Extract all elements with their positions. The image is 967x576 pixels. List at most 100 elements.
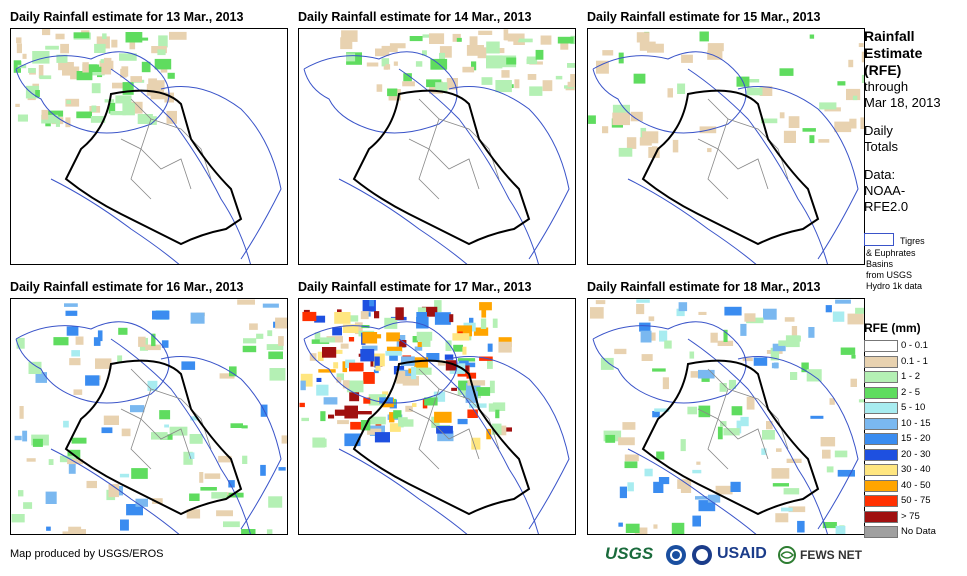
- rainfall-patch: [421, 306, 438, 317]
- rainfall-patch: [190, 312, 205, 324]
- rainfall-patch: [822, 522, 837, 529]
- province-boundary: [130, 368, 192, 460]
- rainfall-patch: [788, 506, 806, 513]
- rainfall-patch: [137, 37, 149, 41]
- rainfall-patch: [742, 357, 753, 362]
- rainfall-patch: [65, 310, 78, 316]
- rainfall-patch: [200, 487, 217, 491]
- rainfall-patch: [65, 98, 80, 107]
- rainfall-patch: [707, 494, 721, 503]
- rainfall-patch: [416, 317, 429, 329]
- rainfall-patch: [229, 366, 237, 377]
- rainfall-patch: [488, 403, 496, 412]
- rainfall-patch: [135, 498, 148, 507]
- province-boundary: [120, 138, 152, 200]
- legend-swatch: [864, 417, 898, 430]
- panel-title: Daily Rainfall estimate for 15 Mar., 201…: [587, 10, 821, 24]
- rainfall-patch: [414, 357, 429, 369]
- rainfall-patch: [386, 332, 400, 342]
- province-boundary: [408, 408, 440, 470]
- rainfall-patch: [779, 112, 785, 119]
- rainfall-patch: [861, 74, 864, 83]
- rainfall-patch: [385, 64, 391, 70]
- rainfall-patch: [456, 325, 472, 337]
- legend-label: 1 - 2: [901, 371, 921, 382]
- rainfall-patch: [83, 64, 100, 75]
- map-graphic: [11, 299, 287, 534]
- rainfall-patch: [256, 333, 264, 339]
- legend-swatch: [864, 433, 898, 445]
- legend-swatch: [864, 340, 898, 352]
- fews-globe-icon: [778, 546, 796, 564]
- rainfall-patch: [506, 57, 517, 65]
- rainfall-patch: [419, 335, 431, 347]
- rainfall-patch: [323, 397, 338, 405]
- rainfall-patch: [692, 515, 701, 527]
- rainfall-patch: [69, 358, 81, 366]
- rainfall-patch: [186, 509, 201, 519]
- rainfall-patch: [241, 425, 248, 429]
- rainfall-patch: [189, 493, 200, 501]
- rainfall-patch: [73, 32, 90, 39]
- rainfall-patch: [457, 358, 476, 362]
- basin-outline: [448, 356, 570, 530]
- rainfall-patch: [860, 117, 864, 129]
- rainfall-patch: [492, 318, 498, 328]
- rainfall-patch: [152, 498, 163, 504]
- rainfall-patch: [346, 380, 364, 393]
- basin-outline: [15, 321, 170, 404]
- rainfall-patch: [342, 324, 359, 333]
- legend-title: RFE (mm): [864, 321, 921, 335]
- rainfall-patch: [376, 84, 383, 92]
- rainfall-patch: [373, 369, 379, 374]
- rainfall-patch: [46, 526, 51, 531]
- rainfall-patch: [122, 82, 134, 95]
- rainfall-patch: [653, 481, 664, 493]
- rainfall-patch: [557, 36, 574, 44]
- through-date: through Mar 18, 2013: [864, 79, 964, 111]
- rainfall-patch: [412, 336, 419, 343]
- rainfall-patch: [363, 397, 371, 404]
- rainfall-patch: [779, 68, 794, 76]
- rainfall-patch: [501, 70, 510, 78]
- rainfall-patch: [690, 371, 703, 378]
- rainfall-patch: [149, 116, 157, 125]
- rainfall-patch: [802, 128, 816, 132]
- rainfall-patch: [360, 311, 369, 320]
- rainfall-patch: [90, 116, 106, 123]
- rainfall-patch: [317, 351, 324, 361]
- rainfall-patch: [746, 396, 755, 410]
- province-boundary: [418, 98, 480, 190]
- basin-outline: [110, 68, 251, 264]
- rainfall-patch: [542, 80, 553, 92]
- rainfall-patch: [17, 114, 28, 122]
- rainfall-patch: [436, 425, 453, 434]
- rainfall-patch: [188, 452, 195, 459]
- basin-outline: [110, 338, 251, 534]
- legend-label: 40 - 50: [901, 479, 931, 491]
- rainfall-patch: [121, 66, 129, 77]
- through-label: through: [864, 79, 909, 94]
- panel-title: Daily Rainfall estimate for 16 Mar., 201…: [10, 280, 244, 294]
- rainfall-patch: [218, 455, 232, 463]
- country-border: [641, 89, 820, 246]
- rainfall-patch: [462, 365, 469, 371]
- rainfall-patch: [147, 380, 158, 391]
- rainfall-patch: [88, 72, 105, 76]
- data-source-line: Data:: [864, 167, 896, 182]
- basin-outline: [50, 448, 180, 534]
- panel-title: Daily Rainfall estimate for 14 Mar., 201…: [298, 10, 532, 24]
- rainfall-patch: [395, 307, 404, 320]
- rainfall-patch: [154, 58, 172, 70]
- rainfall-patch: [681, 54, 693, 63]
- rainfall-patch: [242, 455, 248, 464]
- rainfall-patch: [481, 309, 487, 318]
- rainfall-patch: [299, 402, 305, 408]
- basin-outline: [687, 68, 828, 264]
- basin-outline: [592, 321, 747, 404]
- rainfall-patch: [389, 412, 395, 423]
- rainfall-patch: [449, 363, 466, 374]
- legend-label: 10 - 15: [901, 417, 931, 429]
- rainfall-patch: [166, 110, 177, 124]
- rainfall-patch: [403, 73, 412, 82]
